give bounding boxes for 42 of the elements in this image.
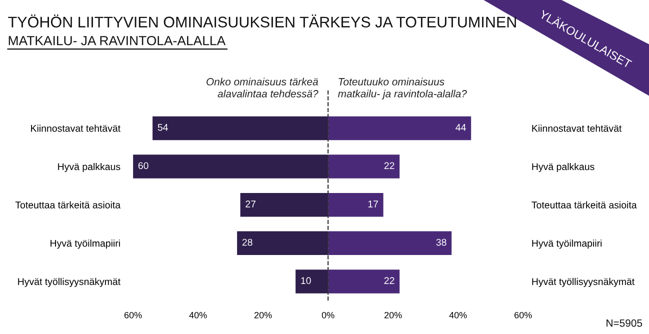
x-tick-label: 20% <box>384 312 402 318</box>
y-tick-label: Kiinnostavat tehtävät <box>532 124 622 132</box>
data-label: 44 <box>456 124 466 131</box>
bar <box>328 231 452 256</box>
y-tick-label: Toteuttaa tärkeitä asioita <box>532 201 637 208</box>
bar <box>133 154 328 178</box>
y-tick-label: Hyvä palkkaus <box>532 162 594 172</box>
series-label: Toteutuuko ominaisuus matkailu- ja ravintola-alalla? <box>338 78 467 100</box>
bar <box>328 116 472 140</box>
category-label: Kiinnostavat tehtävät <box>31 124 120 132</box>
text: N=5905 <box>606 319 642 327</box>
bar <box>296 270 328 294</box>
data-label: 17 <box>368 200 378 208</box>
bar <box>237 231 328 256</box>
data-label: 60 <box>138 162 148 170</box>
chart-title: TYÖHÖN LIITTYVIEN OMINAISUUKSIEN TÄRKEYS JA TOTEUTUMINEN <box>8 14 516 28</box>
bar <box>328 154 400 178</box>
bar <box>328 270 400 294</box>
category-label: Hyvät työllisyysnäkymät <box>18 278 120 287</box>
y-tick-label: Hyvät työllisyysnäkymät <box>532 278 635 287</box>
data-label: 22 <box>384 277 394 284</box>
x-tick-label: 40% <box>189 312 207 318</box>
data-label: 28 <box>242 238 252 246</box>
x-tick-label: 40% <box>449 312 467 318</box>
data-label: 27 <box>246 200 256 208</box>
y-tick-label: Hyvä työilmapiiri <box>532 240 602 249</box>
data-label: 22 <box>384 162 394 170</box>
x-tick-label: 60% <box>124 312 142 318</box>
bar <box>152 116 328 140</box>
category-label: Hyvä työilmapiiri <box>50 240 120 249</box>
x-tick-label: 60% <box>514 312 532 318</box>
chart-subtitle: MATKAILU- JA RAVINTOLA-ALALLA <box>8 36 226 46</box>
bar <box>328 192 384 217</box>
data-label: 54 <box>158 124 168 131</box>
category-label: Hyvä palkkaus <box>58 162 120 172</box>
data-label: 38 <box>436 238 446 246</box>
series-label: Onko ominaisuus tärkeä alavalintaa tehdessä? <box>206 78 318 98</box>
data-label: 10 <box>301 277 311 284</box>
bar <box>240 192 328 217</box>
x-tick-label: 20% <box>254 312 272 318</box>
category-label: Toteuttaa tärkeitä asioita <box>15 201 121 208</box>
x-tick-label: 0% <box>322 312 334 318</box>
